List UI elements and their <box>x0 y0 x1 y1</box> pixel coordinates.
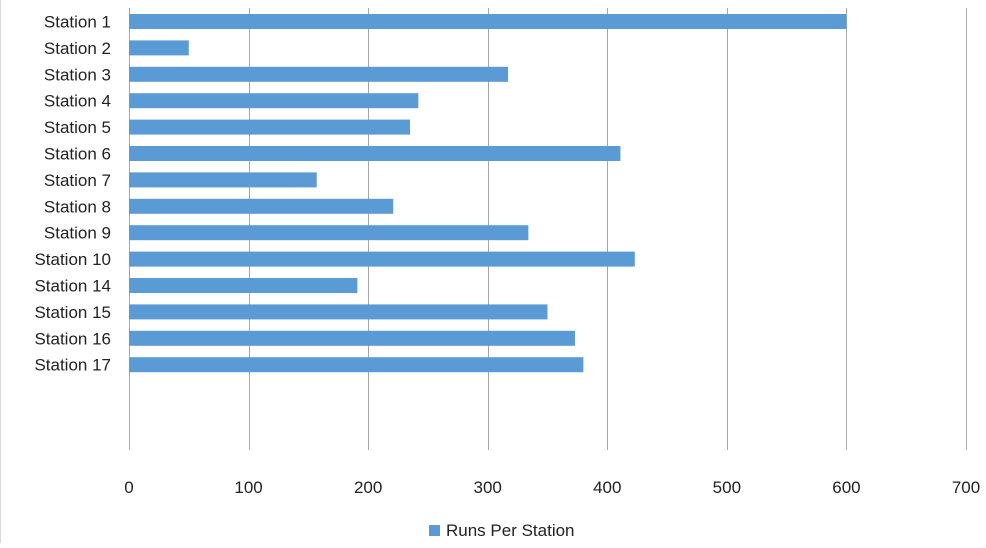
bar <box>129 93 419 109</box>
category-label: Station 3 <box>44 65 111 84</box>
category-labels: Station 1 Station 2 Station 3 Station 4 Stat… <box>34 13 111 375</box>
bar <box>129 330 576 346</box>
category-label: Station 17 <box>34 356 111 375</box>
category-label: Station 15 <box>34 303 111 322</box>
category-label: Station 5 <box>44 118 111 137</box>
frame-left-edge <box>0 0 1 543</box>
bar <box>129 198 394 214</box>
bar <box>129 40 189 56</box>
x-tick-label: 200 <box>354 478 382 497</box>
bar <box>129 225 529 241</box>
x-tick-labels: 0 100 200 300 400 500 600 700 <box>124 478 980 497</box>
x-tick-label: 0 <box>124 478 133 497</box>
category-label: Station 2 <box>44 39 111 58</box>
category-label: Station 7 <box>44 171 111 190</box>
category-label: Station 14 <box>34 277 111 296</box>
bar <box>129 119 410 135</box>
bar <box>129 251 635 267</box>
x-tick-label: 300 <box>474 478 502 497</box>
category-label: Station 10 <box>34 250 111 269</box>
legend-swatch <box>429 525 440 536</box>
x-tick-label: 700 <box>952 478 980 497</box>
x-tick-label: 500 <box>713 478 741 497</box>
category-label: Station 16 <box>34 329 111 348</box>
category-label: Station 9 <box>44 224 111 243</box>
x-tick-label: 100 <box>234 478 262 497</box>
bar <box>129 172 317 188</box>
legend: Runs Per Station <box>429 521 575 540</box>
bar <box>129 146 621 161</box>
bar <box>129 278 358 293</box>
x-tick-label: 400 <box>593 478 621 497</box>
bar <box>129 304 548 320</box>
category-label: Station 6 <box>44 145 111 164</box>
category-label: Station 8 <box>44 197 111 216</box>
bar <box>129 357 584 373</box>
x-tick-label: 600 <box>832 478 860 497</box>
bars <box>129 14 847 373</box>
category-label: Station 4 <box>44 92 111 111</box>
bar <box>129 14 847 29</box>
legend-label: Runs Per Station <box>446 521 575 540</box>
bar <box>129 66 509 82</box>
category-label: Station 1 <box>44 13 111 32</box>
